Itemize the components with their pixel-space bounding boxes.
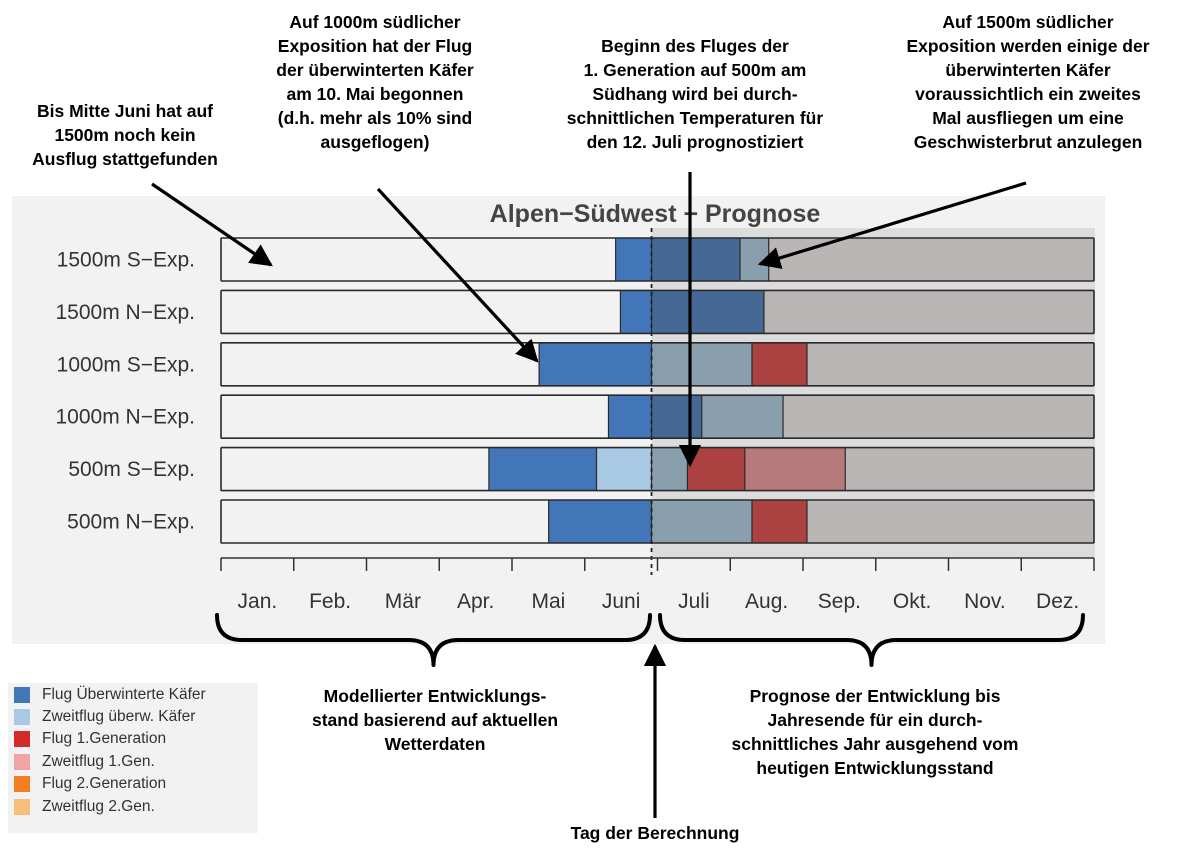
legend-label: Flug Überwinterte Käfer xyxy=(42,685,206,703)
bar-segment-flight_overwintered xyxy=(488,447,597,491)
bar-segment-second_flight_overwintered xyxy=(740,238,769,281)
annotation-forecast: Prognose der Entwicklung bis Jahresende … xyxy=(731,686,1019,778)
y-axis-labels: 1500m S−Exp. 1500m N−Exp. 1000m S−Exp. 1000… xyxy=(56,249,196,534)
bar-segment-none xyxy=(806,342,1094,386)
x-tick-label: Juli xyxy=(678,590,710,613)
row-label: 1500m N−Exp. xyxy=(56,301,196,324)
x-tick-label: Aug. xyxy=(745,590,788,613)
annotation-arrows xyxy=(151,172,1027,818)
bar-segment-flight_overwintered xyxy=(548,500,652,543)
bar-segment-second_flight_overwintered xyxy=(651,342,752,386)
bar-segment-none xyxy=(221,342,540,386)
bar-segment-none xyxy=(221,447,489,491)
legend-swatch xyxy=(14,798,30,815)
legend: Flug Überwinterte Käfer Zweitflug überw. … xyxy=(8,683,258,833)
legend-swatch xyxy=(14,686,30,703)
bar-segment-none xyxy=(221,500,549,543)
bar-segment-flight_overwintered xyxy=(608,395,652,439)
x-tick-label: Okt. xyxy=(893,590,932,613)
annotation-1500m-second-flight: Auf 1500m südlicher Exposition werden ei… xyxy=(906,12,1150,152)
annotation-calc-day: Tag der Berechnung xyxy=(570,823,740,843)
row-label: 500m N−Exp. xyxy=(67,511,195,534)
bar-segment-flight_overwintered xyxy=(620,290,652,334)
bars-layer xyxy=(220,228,1095,575)
bar-segment-flight_overwintered xyxy=(539,342,652,386)
bar-segment-flight_overwintered xyxy=(651,395,702,439)
bar-segment-second_flight_overwintered xyxy=(701,395,784,439)
legend-item: Flug 1.Generation xyxy=(14,730,166,749)
braces xyxy=(215,613,1085,667)
legend-item: Zweitflug überw. Käfer xyxy=(14,707,195,726)
bar-segment-none xyxy=(221,395,609,439)
bar-segment-second_flight_overwintered xyxy=(651,500,752,543)
legend-label: Flug 2.Generation xyxy=(42,775,167,793)
x-tick-label: Mär xyxy=(385,590,421,613)
x-tick-label: Feb. xyxy=(309,590,351,613)
bar-segment-flight_gen1 xyxy=(687,447,745,491)
row-label: 500m S−Exp. xyxy=(68,458,195,481)
bar-segment-flight_gen1 xyxy=(751,342,807,386)
brace-modelled xyxy=(215,613,652,667)
legend-swatch xyxy=(14,731,30,748)
bar-outline xyxy=(220,237,1095,282)
bar-segment-none xyxy=(806,500,1094,543)
legend-item: Zweitflug 2.Gen. xyxy=(14,797,155,816)
bar-outline xyxy=(220,446,1095,492)
x-tick-label: Jan. xyxy=(238,590,278,613)
legend-label: Flug 1.Generation xyxy=(42,730,167,748)
arrow-1500m-no-flight xyxy=(151,182,273,267)
brace-forecast xyxy=(658,613,1085,667)
chart-title: Alpen−Südwest − Prognose xyxy=(490,200,821,228)
row-label: 1500m S−Exp. xyxy=(57,249,195,272)
arrow-1500m-second-flight xyxy=(757,181,1027,269)
bar-segment-none xyxy=(783,395,1094,439)
legend-label: Zweitflug 1.Gen. xyxy=(42,752,155,770)
legend-label: Zweitflug überw. Käfer xyxy=(42,707,196,725)
x-tick-label: Sep. xyxy=(818,590,861,613)
annotation-modelled: Modellierter Entwicklungs- stand basiere… xyxy=(311,686,559,754)
arrow-1000m-flight-start xyxy=(376,187,539,363)
legend-swatch xyxy=(14,776,30,793)
x-tick-label: Nov. xyxy=(964,590,1006,613)
bar-segment-none xyxy=(768,238,1094,281)
x-tick-label: Apr. xyxy=(457,590,494,613)
row-label: 1000m S−Exp. xyxy=(57,353,195,376)
legend-label: Zweitflug 2.Gen. xyxy=(42,797,155,815)
legend-item: Flug Überwinterte Käfer xyxy=(14,685,206,704)
bar-segment-none xyxy=(221,238,616,281)
x-tick-label: Mai xyxy=(531,590,565,613)
x-tick-label: Juni xyxy=(602,590,641,613)
bar-segment-none xyxy=(845,447,1094,491)
bar-outline xyxy=(220,394,1095,440)
bar-segment-none xyxy=(221,290,621,334)
legend-item: Zweitflug 1.Gen. xyxy=(14,752,155,771)
bar-segment-flight_overwintered xyxy=(615,238,652,281)
legend-swatch xyxy=(14,708,30,725)
bar-outline xyxy=(220,499,1095,544)
x-axis: Jan. Feb. Mär Apr. Mai Juni Juli Aug. Sep. Okt. No… xyxy=(220,557,1095,613)
legend-swatch xyxy=(14,753,30,770)
row-label: 1000m N−Exp. xyxy=(56,406,196,429)
bar-segment-flight_gen1 xyxy=(751,500,807,543)
annotation-500m-gen1-start: Beginn des Fluges der 1. Generation auf … xyxy=(566,36,824,152)
bar-outline xyxy=(220,341,1095,387)
annotation-1000m-flight-start: Auf 1000m südlicher Exposition hat der F… xyxy=(276,12,474,152)
bar-segment-second_flight_overwintered xyxy=(596,447,652,491)
legend-item: Flug 2.Generation xyxy=(14,775,166,794)
x-tick-label: Dez. xyxy=(1036,590,1079,613)
bar-segment-none xyxy=(763,290,1094,334)
bar-segment-second_flight_gen1 xyxy=(744,447,846,491)
bar-outline xyxy=(220,289,1095,335)
bar-segment-second_flight_overwintered xyxy=(651,447,688,491)
annotation-1500m-no-flight: Bis Mitte Juni hat auf 1500m noch kein A… xyxy=(32,101,218,169)
bar-segment-flight_overwintered xyxy=(651,238,741,281)
bar-segment-flight_overwintered xyxy=(651,290,764,334)
